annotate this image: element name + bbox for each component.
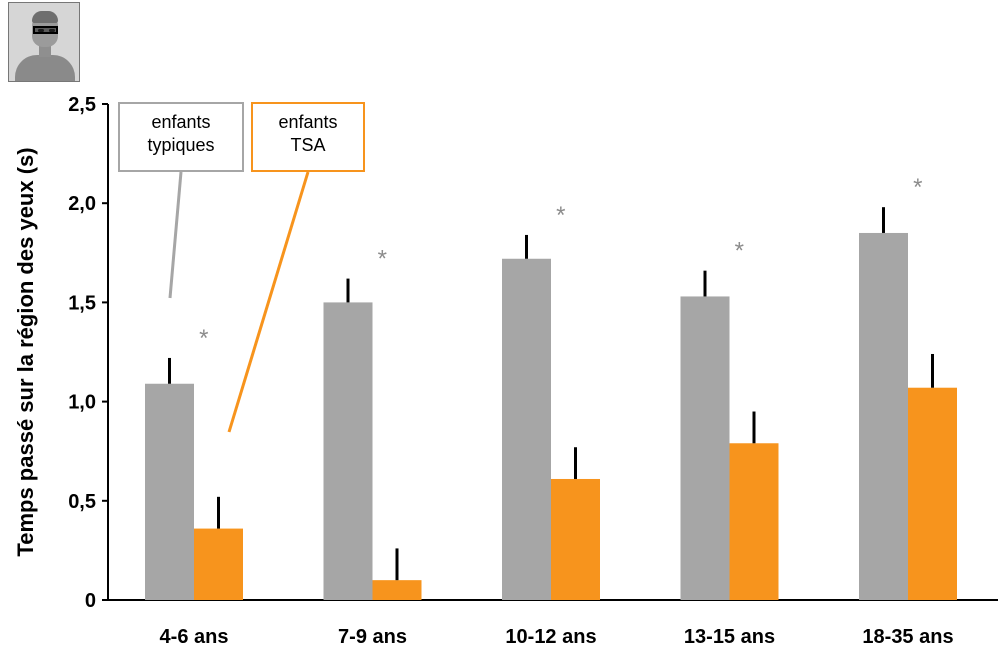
legend-typical-line1: enfants — [151, 112, 211, 132]
bar-typical — [323, 302, 373, 600]
bar-typical — [145, 383, 194, 600]
significance-asterisk: * — [556, 202, 565, 229]
right-eye-icon — [49, 29, 55, 32]
bar-tsa — [372, 580, 422, 600]
legend-tsa-line1: enfants — [278, 112, 338, 132]
y-tick-label: 0,5 — [68, 491, 96, 513]
bar-tsa — [194, 528, 243, 600]
legend-tsa-line2: TSA — [290, 135, 326, 155]
eye-region-box-icon — [33, 26, 58, 34]
x-tick-label: 18-35 ans — [862, 626, 953, 648]
legend-typical-children: enfants typiques — [118, 102, 244, 172]
significance-asterisk: * — [199, 325, 208, 352]
x-tick-label: 13-15 ans — [684, 626, 775, 648]
face-neck — [39, 45, 51, 57]
legend-leader-tsa — [227, 171, 310, 433]
legend-tsa-children: enfants TSA — [251, 102, 365, 172]
left-eye-icon — [38, 29, 44, 32]
face-hair — [32, 11, 58, 23]
significance-asterisk: * — [735, 238, 744, 265]
y-tick-label: 1,0 — [68, 392, 96, 414]
bar-typical — [859, 232, 908, 600]
y-tick-label: 2,5 — [68, 94, 96, 116]
y-axis-label: Temps passé sur la région des yeux (s) — [13, 147, 38, 556]
bar-typical — [502, 258, 551, 600]
bar-tsa — [729, 443, 779, 600]
significance-asterisk: * — [378, 246, 387, 273]
face-eye-region-thumbnail — [8, 2, 80, 82]
face-shoulders — [15, 55, 75, 81]
x-tick-label: 10-12 ans — [505, 626, 596, 648]
bar-tsa — [908, 387, 957, 600]
y-tick-label: 1,5 — [68, 292, 96, 314]
significance-asterisk: * — [913, 174, 922, 201]
y-tick-label: 2,0 — [68, 193, 96, 215]
bar-typical — [680, 296, 730, 600]
x-tick-label: 4-6 ans — [160, 626, 229, 648]
legend-leader-typical — [168, 171, 183, 299]
legend-typical-line2: typiques — [147, 135, 215, 155]
bar-tsa — [551, 478, 600, 600]
x-tick-label: 7-9 ans — [338, 626, 407, 648]
y-tick-label: 0 — [85, 590, 96, 612]
